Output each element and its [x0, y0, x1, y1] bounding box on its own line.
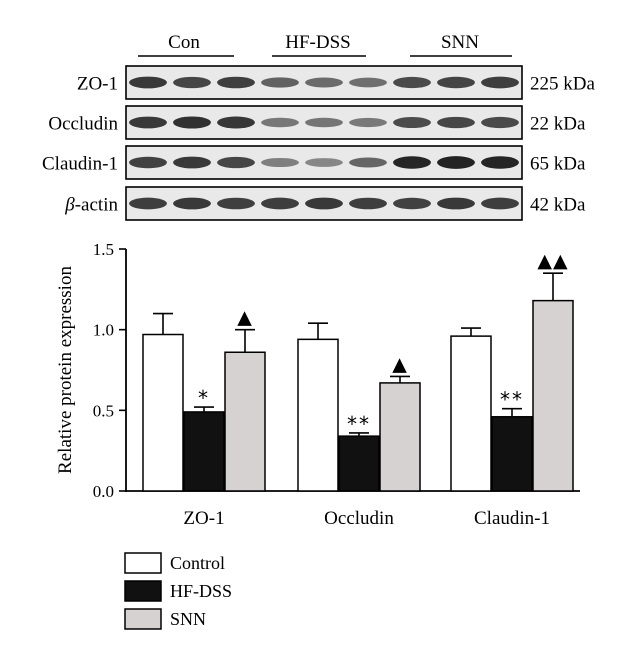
blot-band: [481, 116, 519, 129]
blot-band: [437, 197, 475, 210]
blot-band: [349, 117, 387, 128]
legend-swatch: [124, 580, 162, 602]
blot-group-label: Con: [168, 32, 200, 53]
x-category-label: ZO-1: [183, 508, 224, 529]
blot-row-label-rest: -actin: [75, 195, 119, 216]
blot-row-size: 22 kDa: [530, 114, 586, 135]
blot-group-label: SNN: [441, 32, 479, 53]
blot-band: [305, 77, 343, 88]
bar-snn: [379, 382, 421, 492]
blot-band: [481, 197, 519, 210]
blot-row-size: 65 kDa: [530, 154, 586, 175]
blot-row-label: ZO-1: [77, 74, 118, 95]
significance-mark: ▲: [392, 353, 408, 375]
blot-band: [481, 76, 519, 89]
blot-band: [305, 117, 343, 128]
blot-band: [129, 76, 167, 89]
blot-band: [349, 157, 387, 168]
bar-snn: [224, 351, 266, 492]
blot-band: [393, 156, 431, 169]
blot-band: [217, 116, 255, 129]
blot-band: [129, 197, 167, 210]
legend-swatch: [124, 608, 162, 630]
blot-band: [305, 158, 343, 167]
blot-band: [349, 77, 387, 88]
western-blot-panel: Con HF-DSS SNN ZO-1 225 kDa Occludin 22 kDa Cla…: [42, 32, 595, 221]
bar-chart: 0.0 0.5 1.0 1.5 Relative protein expression Z…: [55, 240, 580, 529]
blot-band: [129, 156, 167, 169]
significance-mark: **: [347, 412, 371, 436]
bar-hf-dss: [491, 416, 533, 492]
blot-band: [393, 197, 431, 210]
blot-row-size: 42 kDa: [530, 195, 586, 216]
legend: Control HF-DSS SNN: [124, 552, 232, 630]
significance-mark: ▲: [237, 307, 253, 329]
blot-band: [217, 156, 255, 169]
blot-band: [481, 156, 519, 169]
blot-band: [173, 116, 211, 129]
blot-band: [437, 156, 475, 169]
x-category-label: Occludin: [324, 508, 394, 529]
y-tick-label: 1.5: [93, 240, 114, 259]
legend-label: SNN: [170, 609, 206, 629]
blot-band: [129, 116, 167, 129]
bar-control: [450, 335, 492, 492]
bar-snn: [532, 299, 574, 492]
y-tick-label: 0.5: [93, 401, 114, 420]
blot-band: [261, 77, 299, 88]
y-axis-label: Relative protein expression: [55, 266, 76, 474]
legend-label: HF-DSS: [170, 581, 232, 601]
blot-band: [305, 197, 343, 210]
blot-band: [261, 157, 299, 168]
y-tick-label: 1.0: [93, 321, 114, 340]
blot-band: [217, 76, 255, 89]
bar-hf-dss: [183, 411, 225, 492]
x-category-label: Claudin-1: [474, 508, 550, 529]
blot-band: [261, 117, 299, 128]
blot-band: [173, 156, 211, 169]
blot-group-label: HF-DSS: [285, 32, 350, 53]
significance-mark: ▲▲: [537, 250, 568, 272]
blot-band: [437, 76, 475, 89]
significance-mark: *: [198, 386, 210, 410]
blot-band: [261, 197, 299, 210]
blot-row-label-greek: β: [64, 195, 75, 216]
blot-band: [393, 76, 431, 89]
blot-row-label: β-actin: [64, 195, 118, 216]
bar-hf-dss: [338, 435, 380, 492]
blot-row-size: 225 kDa: [530, 74, 595, 95]
legend-swatch: [124, 552, 162, 574]
significance-mark: **: [500, 388, 524, 412]
blot-band: [349, 197, 387, 210]
bar-control: [142, 333, 184, 492]
blot-band: [437, 116, 475, 129]
blot-row-label: Claudin-1: [42, 154, 118, 175]
y-tick-label: 0.0: [93, 482, 114, 501]
blot-band: [217, 197, 255, 210]
blot-band: [393, 116, 431, 129]
bar-control: [297, 338, 339, 492]
blot-band: [173, 197, 211, 210]
blot-row-label: Occludin: [48, 114, 118, 135]
legend-label: Control: [170, 553, 225, 573]
blot-band: [173, 76, 211, 89]
